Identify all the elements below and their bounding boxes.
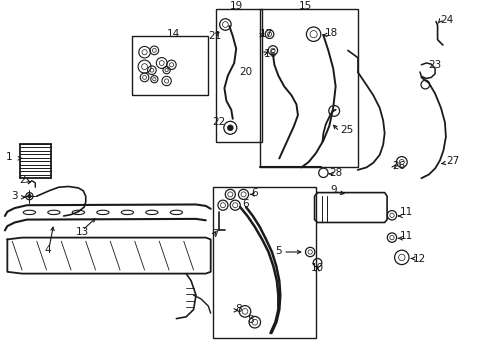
Text: 5: 5 (275, 246, 282, 256)
Text: 15: 15 (299, 1, 312, 12)
Text: 10: 10 (311, 263, 324, 273)
Text: 19: 19 (229, 1, 243, 12)
Bar (260, 9, 358, 167)
Bar (213, 187, 316, 338)
Circle shape (27, 194, 31, 198)
Text: 25: 25 (341, 125, 354, 135)
Text: 22: 22 (212, 117, 225, 127)
Text: 14: 14 (167, 29, 180, 39)
Text: 11: 11 (399, 207, 413, 217)
Text: 4: 4 (44, 245, 51, 255)
Text: 6: 6 (242, 199, 249, 210)
Text: 18: 18 (324, 28, 338, 39)
Text: 16: 16 (264, 49, 277, 59)
Text: 13: 13 (76, 227, 89, 237)
Text: 2: 2 (20, 175, 26, 185)
Text: 27: 27 (446, 156, 459, 166)
Text: 21: 21 (208, 31, 221, 41)
Text: 26: 26 (392, 161, 405, 171)
Text: 6: 6 (251, 188, 258, 198)
Text: 17: 17 (260, 29, 273, 39)
Text: 3: 3 (11, 191, 18, 201)
Text: 20: 20 (239, 67, 252, 77)
Text: 23: 23 (428, 60, 441, 70)
Text: 1: 1 (6, 152, 13, 162)
Text: 28: 28 (329, 168, 343, 178)
Text: 8: 8 (235, 304, 242, 314)
Text: 8: 8 (247, 315, 254, 325)
Text: 24: 24 (440, 15, 453, 25)
Circle shape (227, 125, 233, 131)
Text: 11: 11 (399, 231, 413, 241)
Bar (216, 9, 262, 142)
Text: 7: 7 (212, 229, 219, 239)
Text: 12: 12 (413, 254, 426, 264)
Text: 9: 9 (331, 185, 338, 195)
Bar (132, 36, 208, 95)
